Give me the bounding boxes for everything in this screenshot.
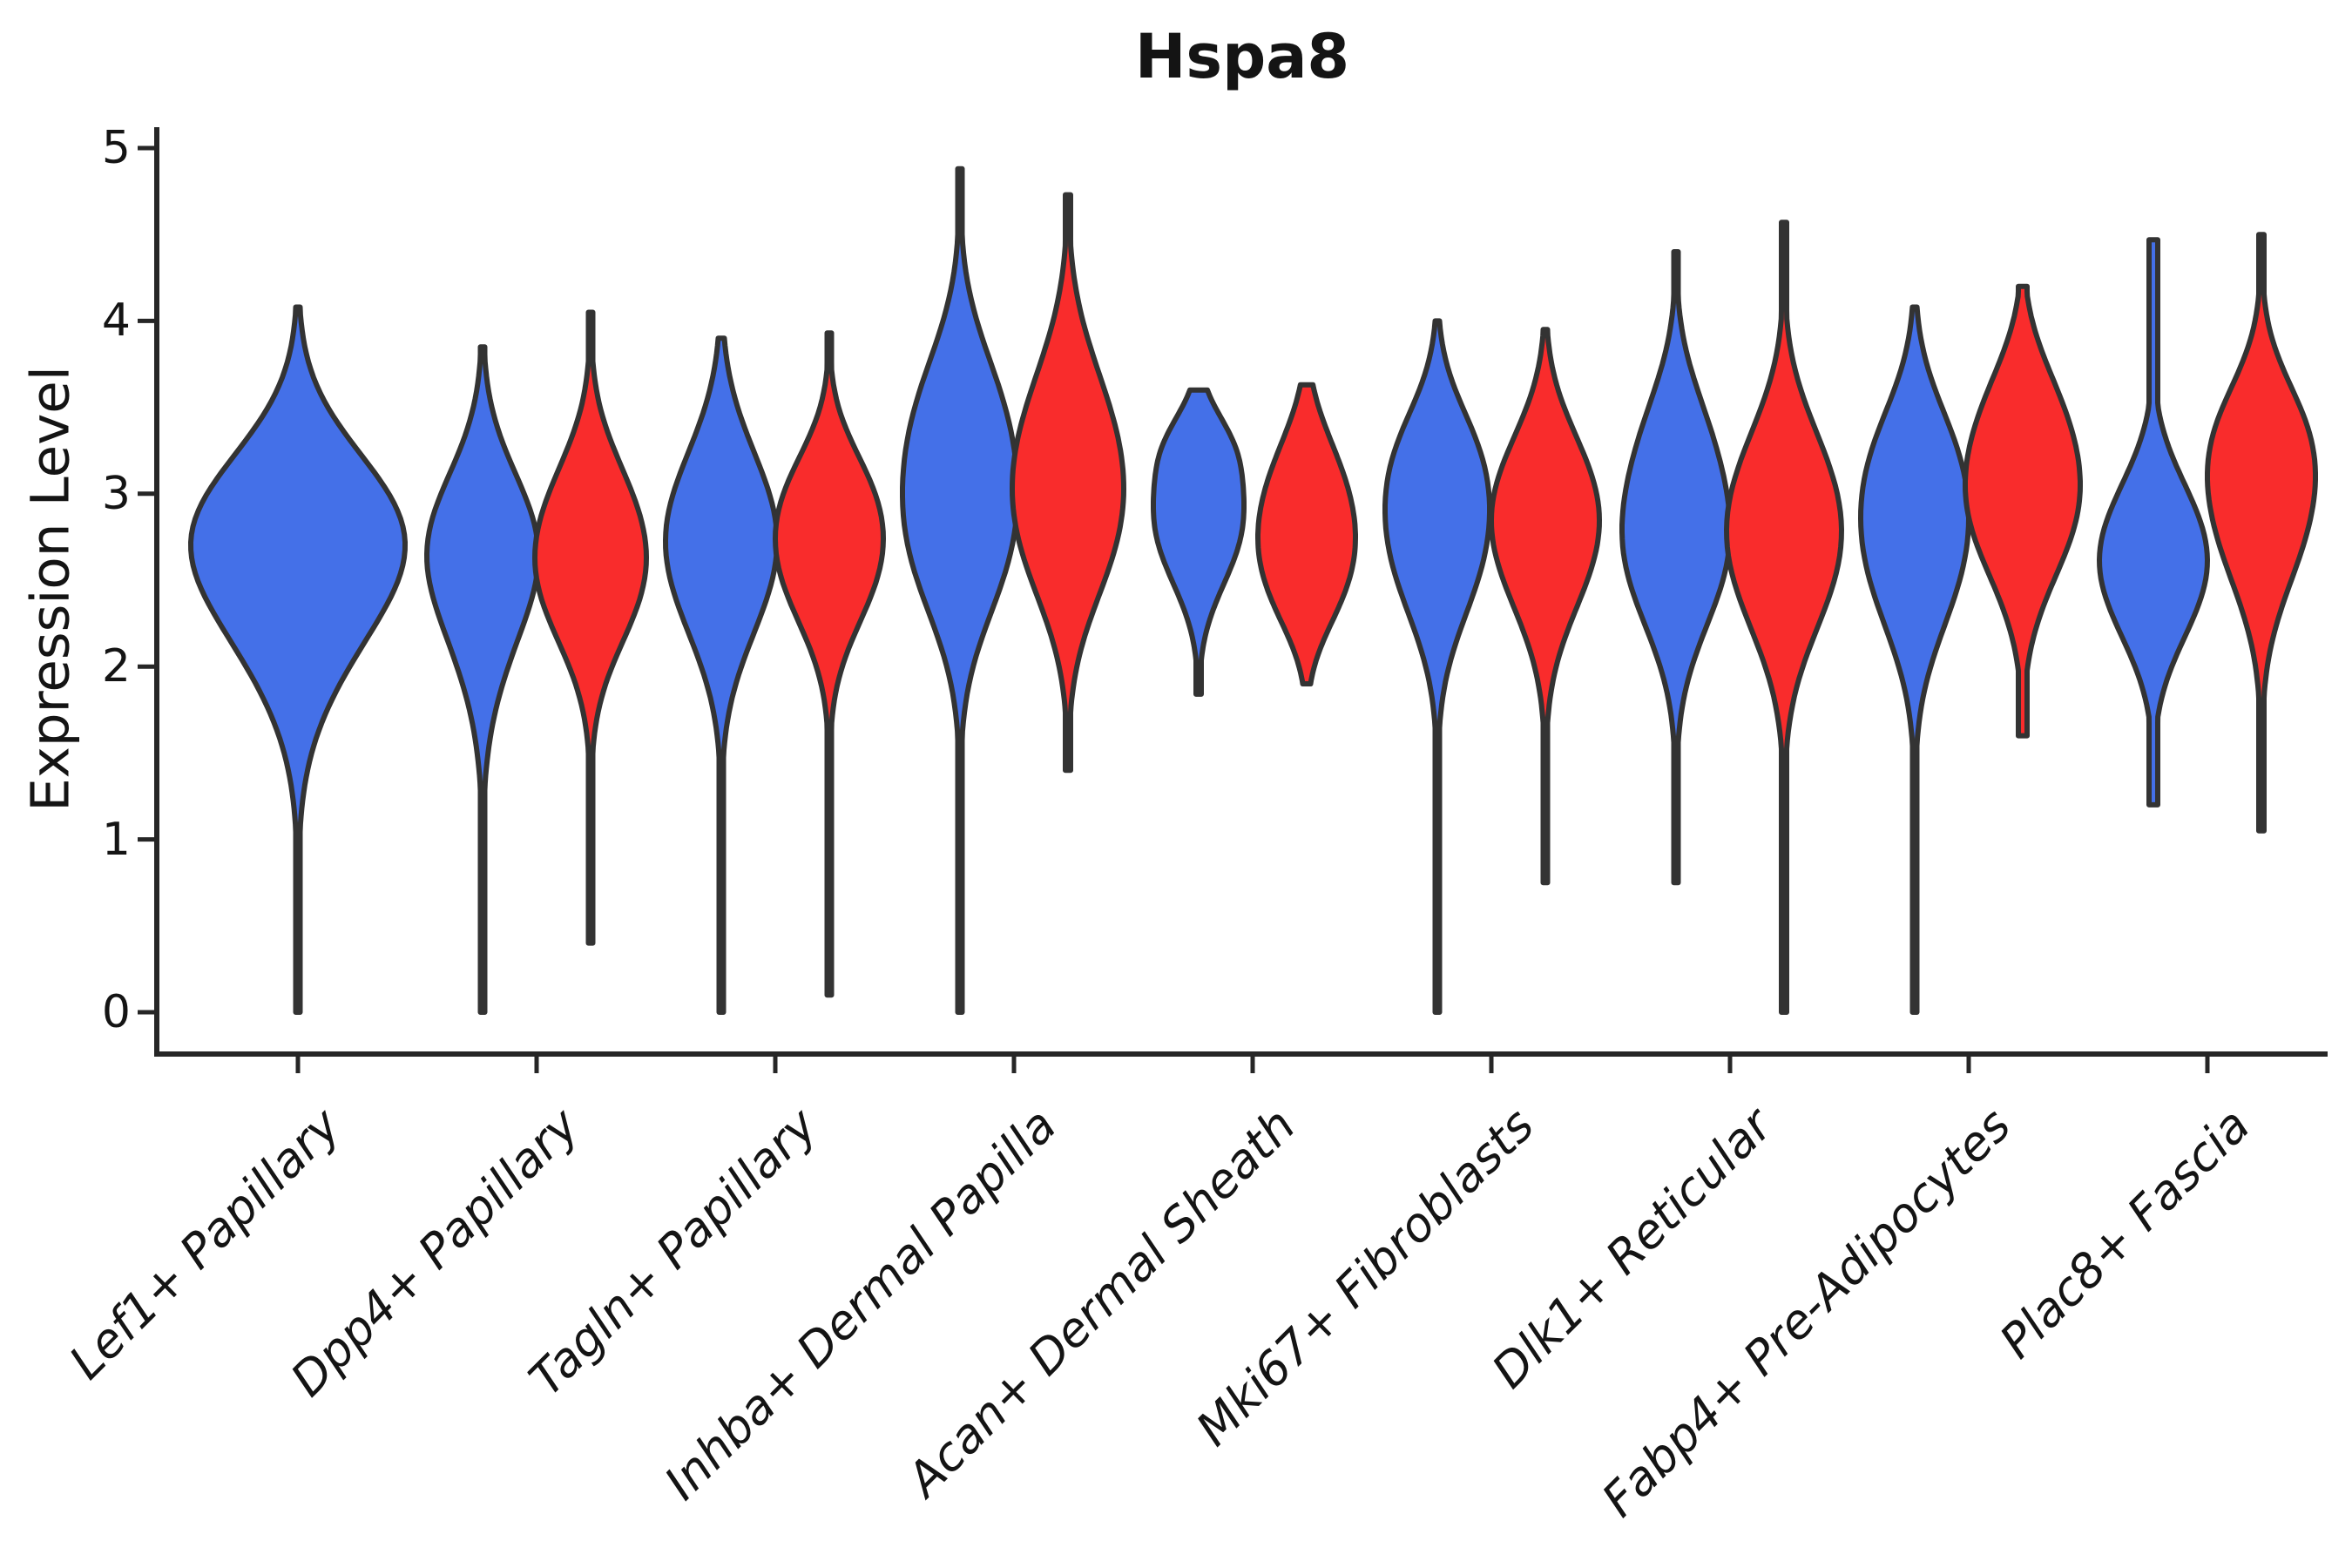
y-tick-label-3: 3 [101, 467, 131, 520]
violin-plac8-fascia-red [2205, 232, 2318, 834]
y-tick-label-5: 5 [101, 122, 131, 174]
chart-title: Hspa8 [1134, 21, 1350, 92]
violin-acan-dermal-sheath-blue [1151, 387, 1247, 697]
y-tick-label-2: 2 [101, 640, 131, 693]
violin-plac8-fascia-blue [2097, 237, 2210, 808]
violin-fabp4-pre-adipocytes-blue [1858, 304, 1971, 1015]
violin-inhba-dermal-papilla-blue [900, 166, 1020, 1015]
violin-mki67-fibroblasts-blue [1382, 318, 1492, 1015]
violin-acan-dermal-sheath-red [1255, 382, 1358, 686]
violin-dpp4-papillary-blue [424, 344, 541, 1015]
violin-dpp4-papillary-red [532, 309, 649, 946]
violin-tagln-papillary-blue [663, 335, 780, 1015]
violin-mki67-fibroblasts-red [1489, 327, 1602, 886]
y-tick-label-0: 0 [101, 986, 131, 1038]
y-tick-label-1: 1 [101, 813, 131, 866]
y-axis-title: Expression Level [19, 366, 82, 812]
violin-fabp4-pre-adipocytes-red [1963, 283, 2083, 739]
violin-tagln-papillary-red [773, 330, 886, 998]
violin-lef1-papillary-blue [188, 304, 408, 1015]
violin-dlk1-reticular-blue [1619, 249, 1733, 886]
violin-inhba-dermal-papilla-red [1010, 192, 1126, 774]
y-tick-label-4: 4 [101, 294, 131, 348]
violin-dlk1-reticular-red [1724, 220, 1844, 1015]
